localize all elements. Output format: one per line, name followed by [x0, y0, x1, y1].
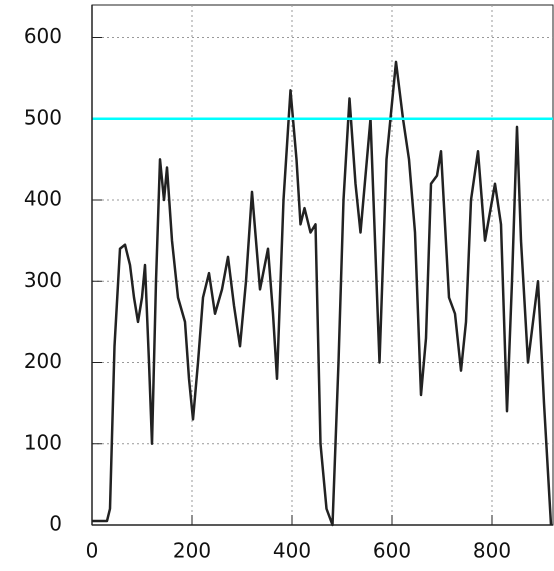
x-tick-label: 600 [373, 539, 411, 563]
x-tick-label: 0 [86, 539, 99, 563]
y-tick-label: 0 [49, 512, 62, 536]
x-tick-label: 800 [473, 539, 511, 563]
x-tick-label: 200 [173, 539, 211, 563]
y-tick-label: 300 [24, 268, 62, 292]
y-tick-label: 100 [24, 430, 62, 454]
y-tick-label: 600 [24, 24, 62, 48]
x-tick-label: 400 [273, 539, 311, 563]
y-tick-label: 400 [24, 187, 62, 211]
data-line [92, 60, 553, 527]
y-tick-label: 200 [24, 349, 62, 373]
plot-area [91, 4, 554, 526]
y-tick-label: 500 [24, 105, 62, 129]
